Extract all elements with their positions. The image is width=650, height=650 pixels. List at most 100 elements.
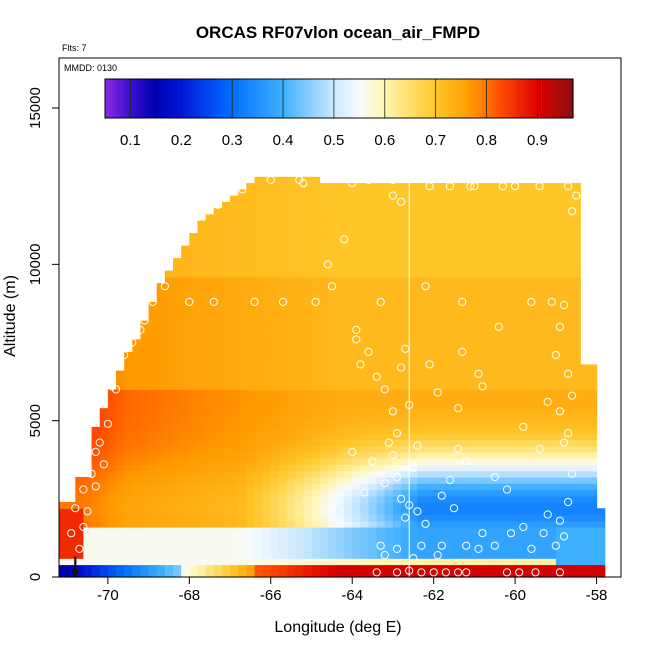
heatmap-cell (515, 208, 524, 215)
heatmap-cell (238, 333, 247, 340)
heatmap-cell (164, 445, 174, 453)
colorbar-segment (323, 79, 327, 118)
heatmap-cell (572, 320, 581, 328)
heatmap-cell (547, 358, 557, 365)
heatmap-cell (563, 439, 573, 447)
heatmap-cell (368, 339, 378, 347)
heatmap-cell (458, 539, 467, 547)
colorbar-segment (216, 79, 220, 118)
heatmap-cell (563, 364, 573, 372)
heatmap-cell (555, 251, 565, 259)
heatmap-cell (278, 233, 288, 240)
heatmap-cell (409, 483, 418, 491)
heatmap-cell (498, 283, 508, 290)
heatmap-cell (254, 545, 264, 553)
heatmap-cell (449, 320, 459, 328)
heatmap-cell (376, 526, 386, 534)
heatmap-cell (490, 551, 500, 559)
observation-point (417, 541, 426, 550)
heatmap-cell (572, 508, 581, 516)
observation-point (454, 568, 463, 577)
heatmap-cell (596, 551, 606, 559)
heatmap-cell (441, 383, 451, 391)
heatmap-cell (230, 564, 239, 572)
heatmap-cell (506, 339, 516, 347)
colorbar-segment (526, 79, 530, 118)
heatmap-cell (278, 564, 288, 572)
heatmap-cell (132, 433, 142, 441)
heatmap-cell (270, 383, 280, 391)
heatmap-cell (433, 351, 443, 359)
heatmap-cell (173, 570, 182, 578)
heatmap-cell (303, 383, 313, 391)
heatmap-cell (441, 276, 451, 284)
heatmap-cell (409, 514, 418, 522)
heatmap-cell (221, 558, 231, 566)
heatmap-cell (59, 558, 68, 566)
heatmap-cell (572, 395, 581, 403)
heatmap-cell (213, 408, 223, 416)
heatmap-cell (409, 214, 418, 222)
heatmap-cell (124, 370, 133, 378)
heatmap-cell (99, 551, 109, 559)
heatmap-cell (132, 539, 142, 547)
heatmap-cell (270, 439, 280, 447)
heatmap-cell (205, 489, 215, 497)
heatmap-cell (506, 226, 516, 234)
heatmap-cell (588, 570, 598, 578)
heatmap-cell (319, 351, 329, 359)
heatmap-cell (270, 364, 280, 372)
heatmap-cell (335, 445, 345, 453)
heatmap-cell (75, 533, 85, 541)
observation-point (177, 235, 186, 244)
heatmap-cell (213, 276, 223, 284)
heatmap-cell (295, 551, 304, 559)
heatmap-cell (531, 358, 541, 365)
heatmap-cell (555, 470, 565, 478)
heatmap-cell (368, 195, 378, 203)
heatmap-cell (254, 408, 264, 416)
heatmap-cell (67, 514, 76, 522)
heatmap-cell (295, 539, 304, 547)
heatmap-cell (515, 220, 524, 228)
heatmap-cell (425, 395, 435, 403)
heatmap-cell (490, 495, 500, 503)
heatmap-cell (156, 545, 166, 553)
heatmap-cell (474, 564, 484, 572)
heatmap-cell (506, 320, 516, 328)
heatmap-cell (563, 370, 573, 378)
observation-point (527, 297, 536, 306)
colorbar-segment (154, 79, 158, 118)
heatmap-cell (555, 501, 565, 509)
heatmap-cell (539, 389, 549, 397)
heatmap-cell (230, 495, 239, 503)
heatmap-cell (580, 451, 590, 459)
heatmap-cell (319, 333, 329, 340)
heatmap-cell (335, 451, 345, 459)
observation-point (437, 491, 446, 500)
heatmap-cell (262, 545, 272, 553)
heatmap-cell (506, 551, 516, 559)
heatmap-cell (458, 201, 467, 209)
heatmap-cell (417, 314, 427, 322)
heatmap-cell (482, 408, 492, 416)
x-tick-label: -58 (586, 587, 608, 604)
heatmap-cell (344, 283, 353, 290)
heatmap-cell (384, 308, 394, 315)
heatmap-cell (360, 476, 370, 484)
heatmap-cell (254, 464, 264, 472)
colorbar-segment (237, 79, 241, 118)
heatmap-cell (506, 558, 516, 566)
heatmap-cell (572, 289, 581, 297)
heatmap-cell (254, 320, 264, 328)
heatmap-cell (124, 351, 133, 359)
heatmap-cell (433, 314, 443, 322)
heatmap-cell (319, 326, 329, 334)
heatmap-cell (99, 470, 109, 478)
heatmap-cell (555, 376, 565, 384)
heatmap-cell (205, 433, 215, 441)
colorbar-segment (344, 79, 348, 118)
heatmap-cell (515, 539, 524, 547)
heatmap-cell (458, 426, 467, 434)
heatmap-cell (221, 464, 231, 472)
